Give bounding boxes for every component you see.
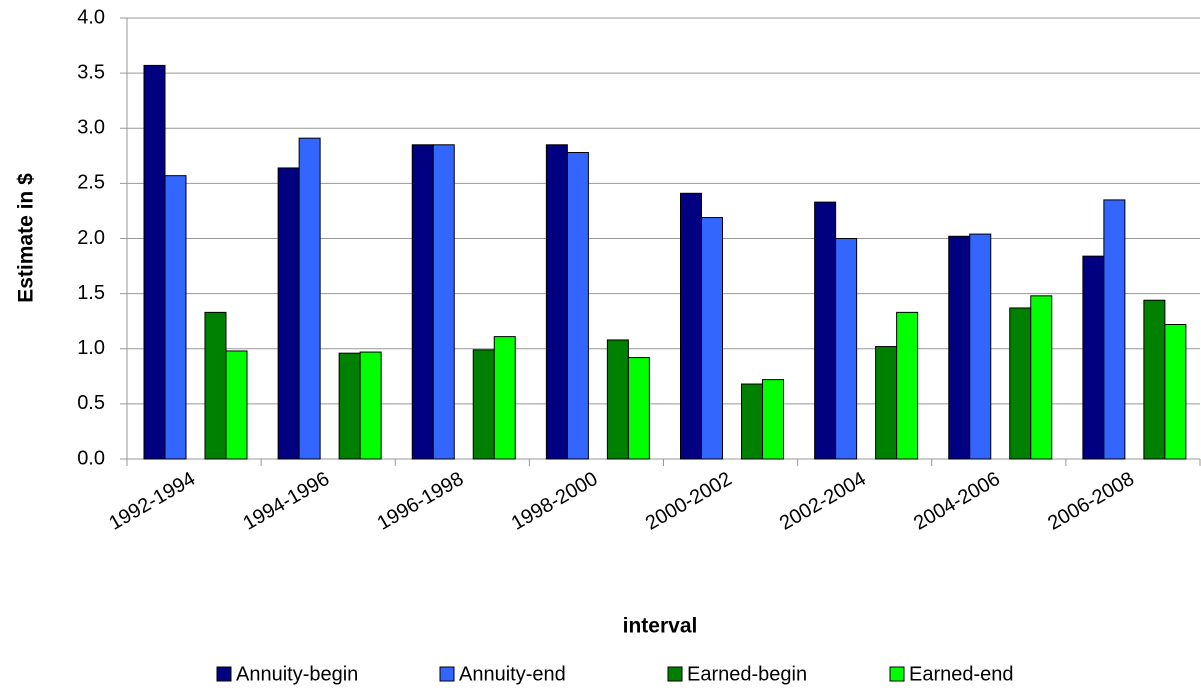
x-tick-label: 2004-2006 [910,468,1004,535]
bar [606,339,629,460]
bar [225,350,248,460]
bar [298,137,321,460]
bar [545,144,568,460]
bar [164,175,187,460]
bar [432,144,455,460]
legend-label: Earned-begin [687,663,807,685]
bar [1143,299,1166,460]
bar [875,346,898,460]
y-axis-title: Estimate in $ [15,173,38,303]
bar [472,349,495,460]
y-tick-label: 4.0 [77,6,105,28]
bar [1164,323,1187,460]
bar [359,351,382,460]
x-tick-label: 1996-1998 [374,468,468,535]
bar [948,235,971,460]
y-tick-label: 0.5 [77,392,105,414]
bar [1103,199,1126,460]
bar [741,383,763,460]
legend-swatch [889,666,905,682]
x-tick-label: 1998-2000 [508,468,602,535]
legend-label: Earned-end [909,663,1014,685]
bar [277,167,300,460]
y-tick-label: 1.0 [77,337,105,359]
legend-swatch [667,666,683,682]
bar [835,238,858,460]
x-tick-label: 2006-2008 [1044,468,1138,535]
bar [493,336,516,460]
y-tick-label: 2.5 [77,172,105,194]
x-axis-title: interval [623,615,698,638]
y-tick-label: 2.0 [77,227,105,249]
bar [627,357,650,460]
x-tick-label: 1992-1994 [105,468,199,535]
bar [762,379,784,460]
y-tick-label: 3.5 [77,61,105,83]
bar [204,311,227,460]
legend-label: Annuity-begin [236,663,358,685]
legend-label: Annuity-end [459,663,566,685]
y-tick-label: 1.5 [77,282,105,304]
bar [969,233,992,460]
legend-swatch [439,666,455,682]
bar [1009,307,1032,460]
bar [338,352,361,460]
y-tick-label: 3.0 [77,117,105,139]
bar [566,152,589,460]
x-tick-label: 1994-1996 [239,468,333,535]
bar [814,201,837,460]
x-tick-label: 2000-2002 [642,468,736,535]
bar [1082,255,1105,460]
bar [896,311,919,460]
bar [701,217,723,460]
bar [411,144,434,460]
bar [1030,295,1053,460]
x-tick-label: 2002-2004 [776,468,870,535]
bar [680,192,702,460]
bar [143,64,166,460]
legend-swatch [216,666,232,682]
y-tick-label: 0.0 [77,447,105,469]
